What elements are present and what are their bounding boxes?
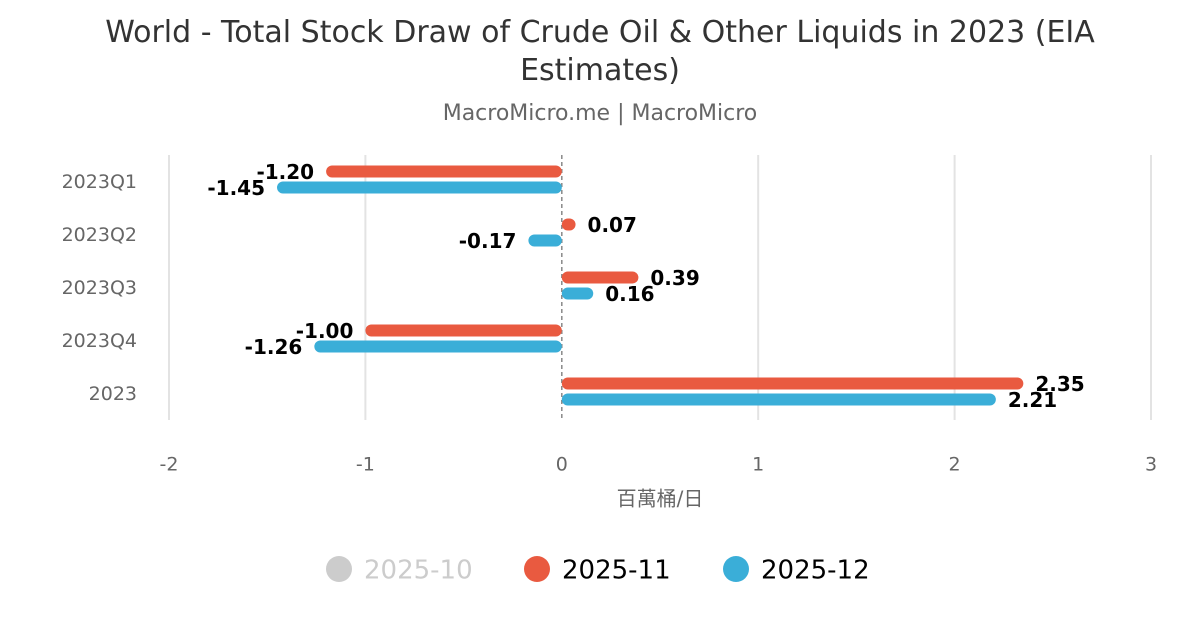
legend-marker[interactable] xyxy=(524,556,550,582)
x-axis-label: 百萬桶/日 xyxy=(617,487,704,511)
data-label: -1.00 xyxy=(296,319,354,343)
bar xyxy=(326,165,562,178)
bar xyxy=(561,287,594,300)
bar xyxy=(277,181,562,194)
bar xyxy=(365,324,562,337)
data-label: -1.20 xyxy=(256,160,314,184)
data-label: 2.21 xyxy=(1008,388,1057,412)
bar xyxy=(561,271,639,284)
x-tick-label: 1 xyxy=(752,454,764,476)
data-label: -1.45 xyxy=(207,176,265,200)
legend-label[interactable]: 2025-11 xyxy=(562,556,671,586)
bar xyxy=(561,218,576,231)
bar xyxy=(314,340,562,353)
data-label: -0.17 xyxy=(459,229,517,253)
x-tick-label: -2 xyxy=(160,454,179,476)
y-tick-label: 2023Q1 xyxy=(62,171,137,193)
data-label: 0.16 xyxy=(605,282,654,306)
y-tick-label: 2023Q2 xyxy=(62,224,137,246)
y-tick-label: 2023 xyxy=(89,383,137,405)
x-tick-label: 2 xyxy=(949,454,961,476)
data-label: 0.39 xyxy=(650,266,699,290)
data-label: -1.26 xyxy=(245,335,303,359)
x-tick-label: 3 xyxy=(1145,454,1157,476)
legend-label[interactable]: 2025-12 xyxy=(761,556,870,586)
bar xyxy=(561,377,1024,390)
data-label: 2.35 xyxy=(1035,372,1084,396)
chart-title: World - Total Stock Draw of Crude Oil & … xyxy=(105,15,1095,88)
bar xyxy=(528,234,562,247)
y-tick-label: 2023Q3 xyxy=(62,277,137,299)
bar xyxy=(561,393,996,406)
chart-subtitle: MacroMicro.me | MacroMicro xyxy=(442,101,758,126)
data-label: 0.07 xyxy=(588,213,637,237)
y-tick-label: 2023Q4 xyxy=(62,330,137,352)
legend-label[interactable]: 2025-10 xyxy=(364,556,473,586)
x-tick-label: 0 xyxy=(556,454,568,476)
legend-marker[interactable] xyxy=(723,556,749,582)
x-tick-label: -1 xyxy=(356,454,375,476)
legend-marker[interactable] xyxy=(326,556,352,582)
